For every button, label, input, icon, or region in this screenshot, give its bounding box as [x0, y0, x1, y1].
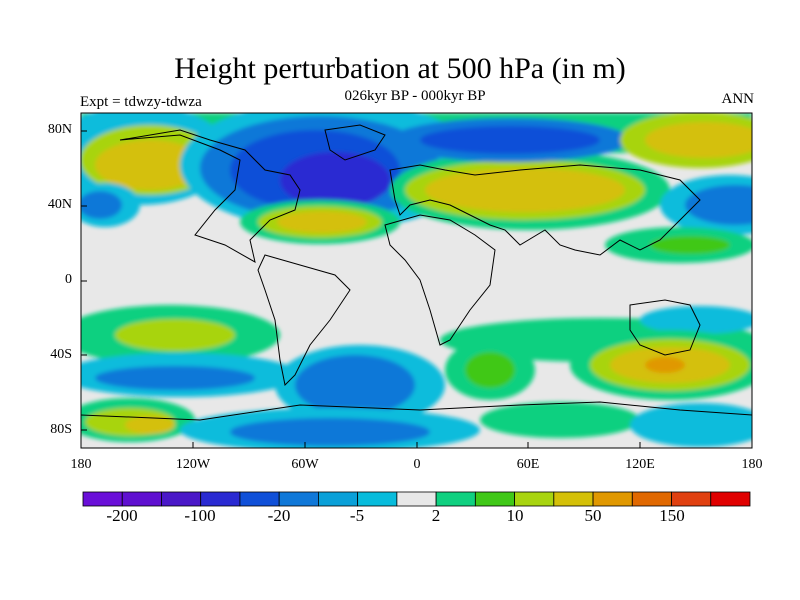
lon-label-120w: 120W — [175, 457, 211, 472]
lat-label-40n: 40N — [47, 197, 72, 212]
colorbar-swatch — [514, 491, 555, 507]
lat-label-0: 0 — [65, 272, 72, 287]
lat-label-40s: 40S — [50, 347, 72, 362]
season-label: ANN — [721, 91, 755, 107]
colorbar-swatch — [121, 491, 162, 507]
colorbar-swatch — [671, 491, 712, 507]
colorbar-swatch — [239, 491, 280, 507]
colorbar-swatch — [82, 491, 123, 507]
colorbar-swatch — [161, 491, 202, 507]
colorbar-swatch — [474, 491, 515, 507]
experiment-label: Expt = tdwzy-tdwza — [80, 94, 202, 110]
colorbar-label: -20 — [267, 506, 291, 525]
lat-label-80s: 80S — [50, 422, 72, 437]
coastlines — [81, 124, 752, 421]
map-subtitle: 026kyr BP - 000kyr BP — [344, 88, 486, 104]
lat-label-80n: 80N — [47, 122, 72, 137]
map-title: Height perturbation at 500 hPa (in m) — [174, 52, 626, 85]
colorbar-swatch — [710, 491, 751, 507]
colorbar-swatch — [357, 491, 398, 507]
lon-label-60w: 60W — [291, 457, 319, 472]
colorbar-swatch — [553, 491, 594, 507]
contour-field — [81, 113, 752, 448]
lon-label-180e: 180 — [741, 457, 763, 472]
axis-ticks — [80, 130, 753, 448]
colorbar-label: 150 — [659, 506, 685, 525]
lon-label-0: 0 — [413, 457, 421, 472]
colorbar-label: 10 — [506, 506, 524, 525]
colorbar-label: 2 — [431, 506, 441, 525]
colorbar — [82, 491, 751, 507]
colorbar-swatch — [435, 491, 476, 507]
lon-label-180w: 180 — [70, 457, 92, 472]
colorbar-label: -100 — [184, 506, 216, 525]
lon-label-120e: 120E — [625, 457, 655, 472]
colorbar-label: 50 — [584, 506, 602, 525]
colorbar-label: -200 — [106, 506, 138, 525]
colorbar-swatch — [396, 491, 437, 507]
colorbar-swatch — [592, 491, 633, 507]
colorbar-swatch — [318, 491, 359, 507]
colorbar-label: -5 — [349, 506, 365, 525]
colorbar-swatch — [200, 491, 241, 507]
colorbar-swatch — [278, 491, 319, 507]
colorbar-swatch — [631, 491, 672, 507]
lon-label-60e: 60E — [516, 457, 540, 472]
